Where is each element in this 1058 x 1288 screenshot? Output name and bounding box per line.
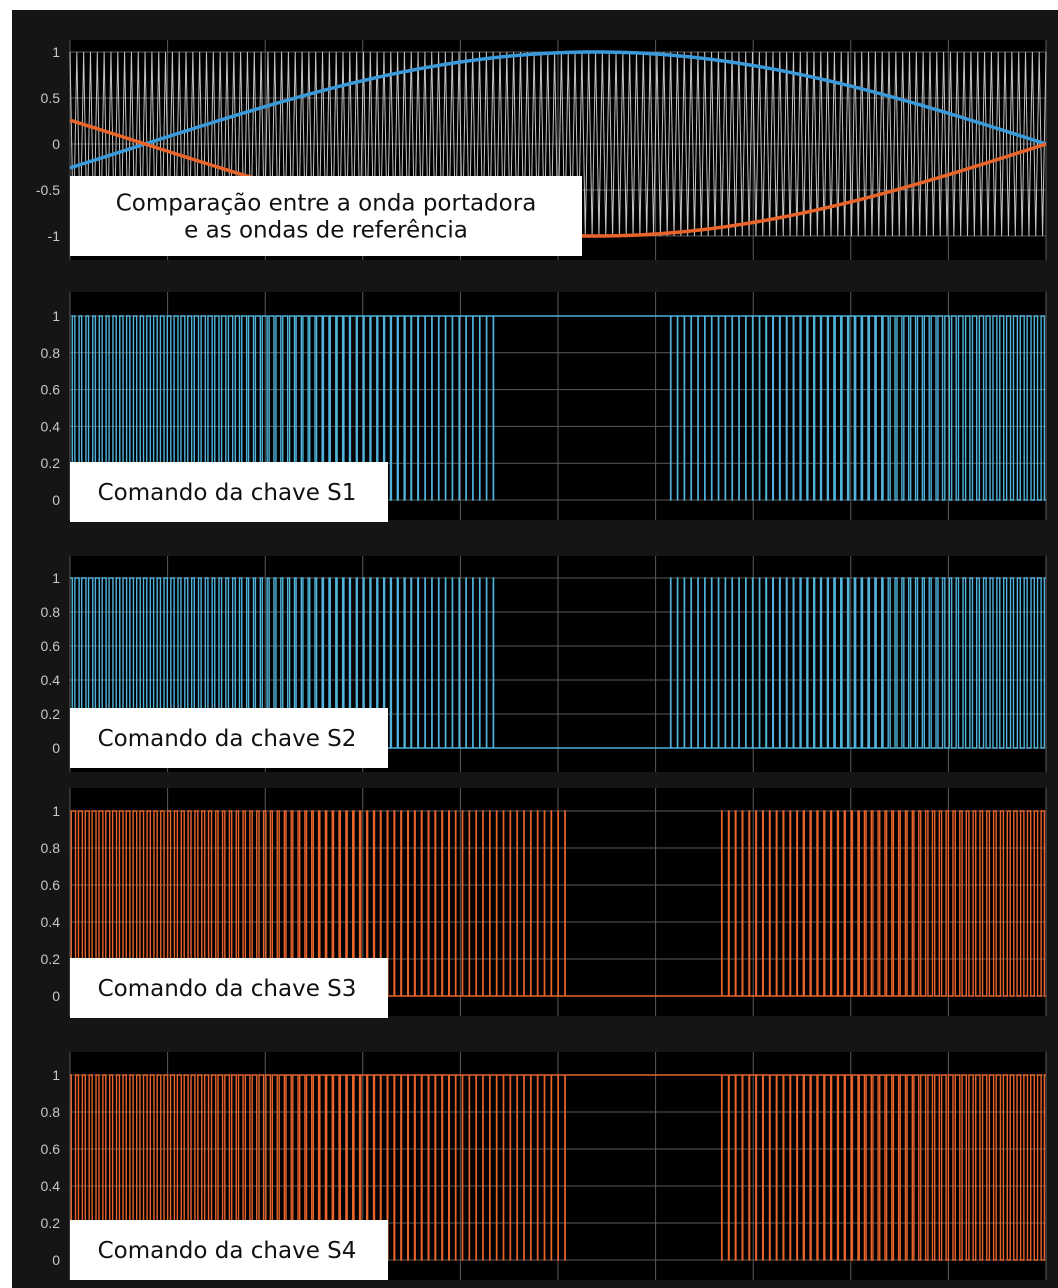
callout-box [70, 958, 388, 1018]
y-tick-label: 0.6 [41, 1141, 61, 1157]
annotation-text: Comparação entre a onda portadora [116, 191, 537, 217]
switch-signal-line [70, 1074, 1046, 1261]
y-tick-label: 1 [52, 570, 60, 586]
y-tick-label: 0.4 [41, 672, 61, 688]
y-tick-label: 1 [52, 308, 60, 324]
y-tick-label: 1 [52, 1067, 60, 1083]
y-tick-label: 0.4 [41, 1178, 61, 1194]
y-tick-label: 0.2 [41, 1215, 61, 1231]
chart-panel-2: 1 0.8 0.6 0.4 0.2 0 Comando da chave S1 [41, 292, 1047, 522]
callout-box [70, 462, 388, 522]
annotation-text: Comando da chave S4 [98, 1238, 357, 1264]
y-tick-label: 0.8 [41, 604, 61, 620]
y-tick-label: 0.2 [41, 951, 61, 967]
y-tick-label: 0 [52, 136, 60, 152]
callout-box [70, 176, 582, 256]
y-tick-label: -0.5 [36, 182, 60, 198]
callout-box [70, 708, 388, 768]
scope-window: 1 0.5 0 -0.5 -1 Comparação entre a onda porta… [12, 10, 1058, 1288]
y-tick-label: -1 [48, 228, 61, 244]
chart-panel-5: 1 0.8 0.6 0.4 0.2 0 Comando da chave S4 [41, 1052, 1047, 1280]
chart-panel-3: 1 0.8 0.6 0.4 0.2 0 Comando da chave S2 [41, 556, 1047, 772]
y-tick-label: 1 [52, 803, 60, 819]
y-tick-label: 0.4 [41, 914, 61, 930]
y-tick-label: 0.6 [41, 877, 61, 893]
y-tick-label: 0.2 [41, 706, 61, 722]
y-tick-label: 0.5 [41, 90, 61, 106]
y-tick-label: 0.8 [41, 1104, 61, 1120]
annotation-text: Comando da chave S1 [98, 480, 357, 506]
pwm-comparison-chart: 1 0.5 0 -0.5 -1 Comparação entre a onda porta… [36, 40, 1047, 1280]
y-tick-label: 0.6 [41, 382, 61, 398]
annotation-text: Comando da chave S3 [98, 976, 357, 1002]
annotation-text: e as ondas de referência [184, 217, 468, 243]
y-tick-label: 0.8 [41, 345, 61, 361]
callout-box [70, 1220, 388, 1280]
chart-panel-1: 1 0.5 0 -0.5 -1 Comparação entre a onda porta… [36, 40, 1047, 260]
y-tick-label: 0.4 [41, 418, 61, 434]
y-tick-label: 0 [52, 492, 60, 508]
y-tick-label: 0 [52, 988, 60, 1004]
y-tick-label: 0 [52, 740, 60, 756]
y-tick-label: 0.8 [41, 840, 61, 856]
switch-signal-line [70, 315, 1046, 501]
y-tick-label: 0 [52, 1252, 60, 1268]
annotation-text: Comando da chave S2 [98, 726, 357, 752]
y-tick-label: 0.2 [41, 455, 61, 471]
y-tick-label: 0.6 [41, 638, 61, 654]
reference-positive-line [69, 50, 1047, 170]
y-tick-label: 1 [52, 44, 60, 60]
chart-panel-4: 1 0.8 0.6 0.4 0.2 0 Comando da chave S3 [41, 788, 1047, 1018]
